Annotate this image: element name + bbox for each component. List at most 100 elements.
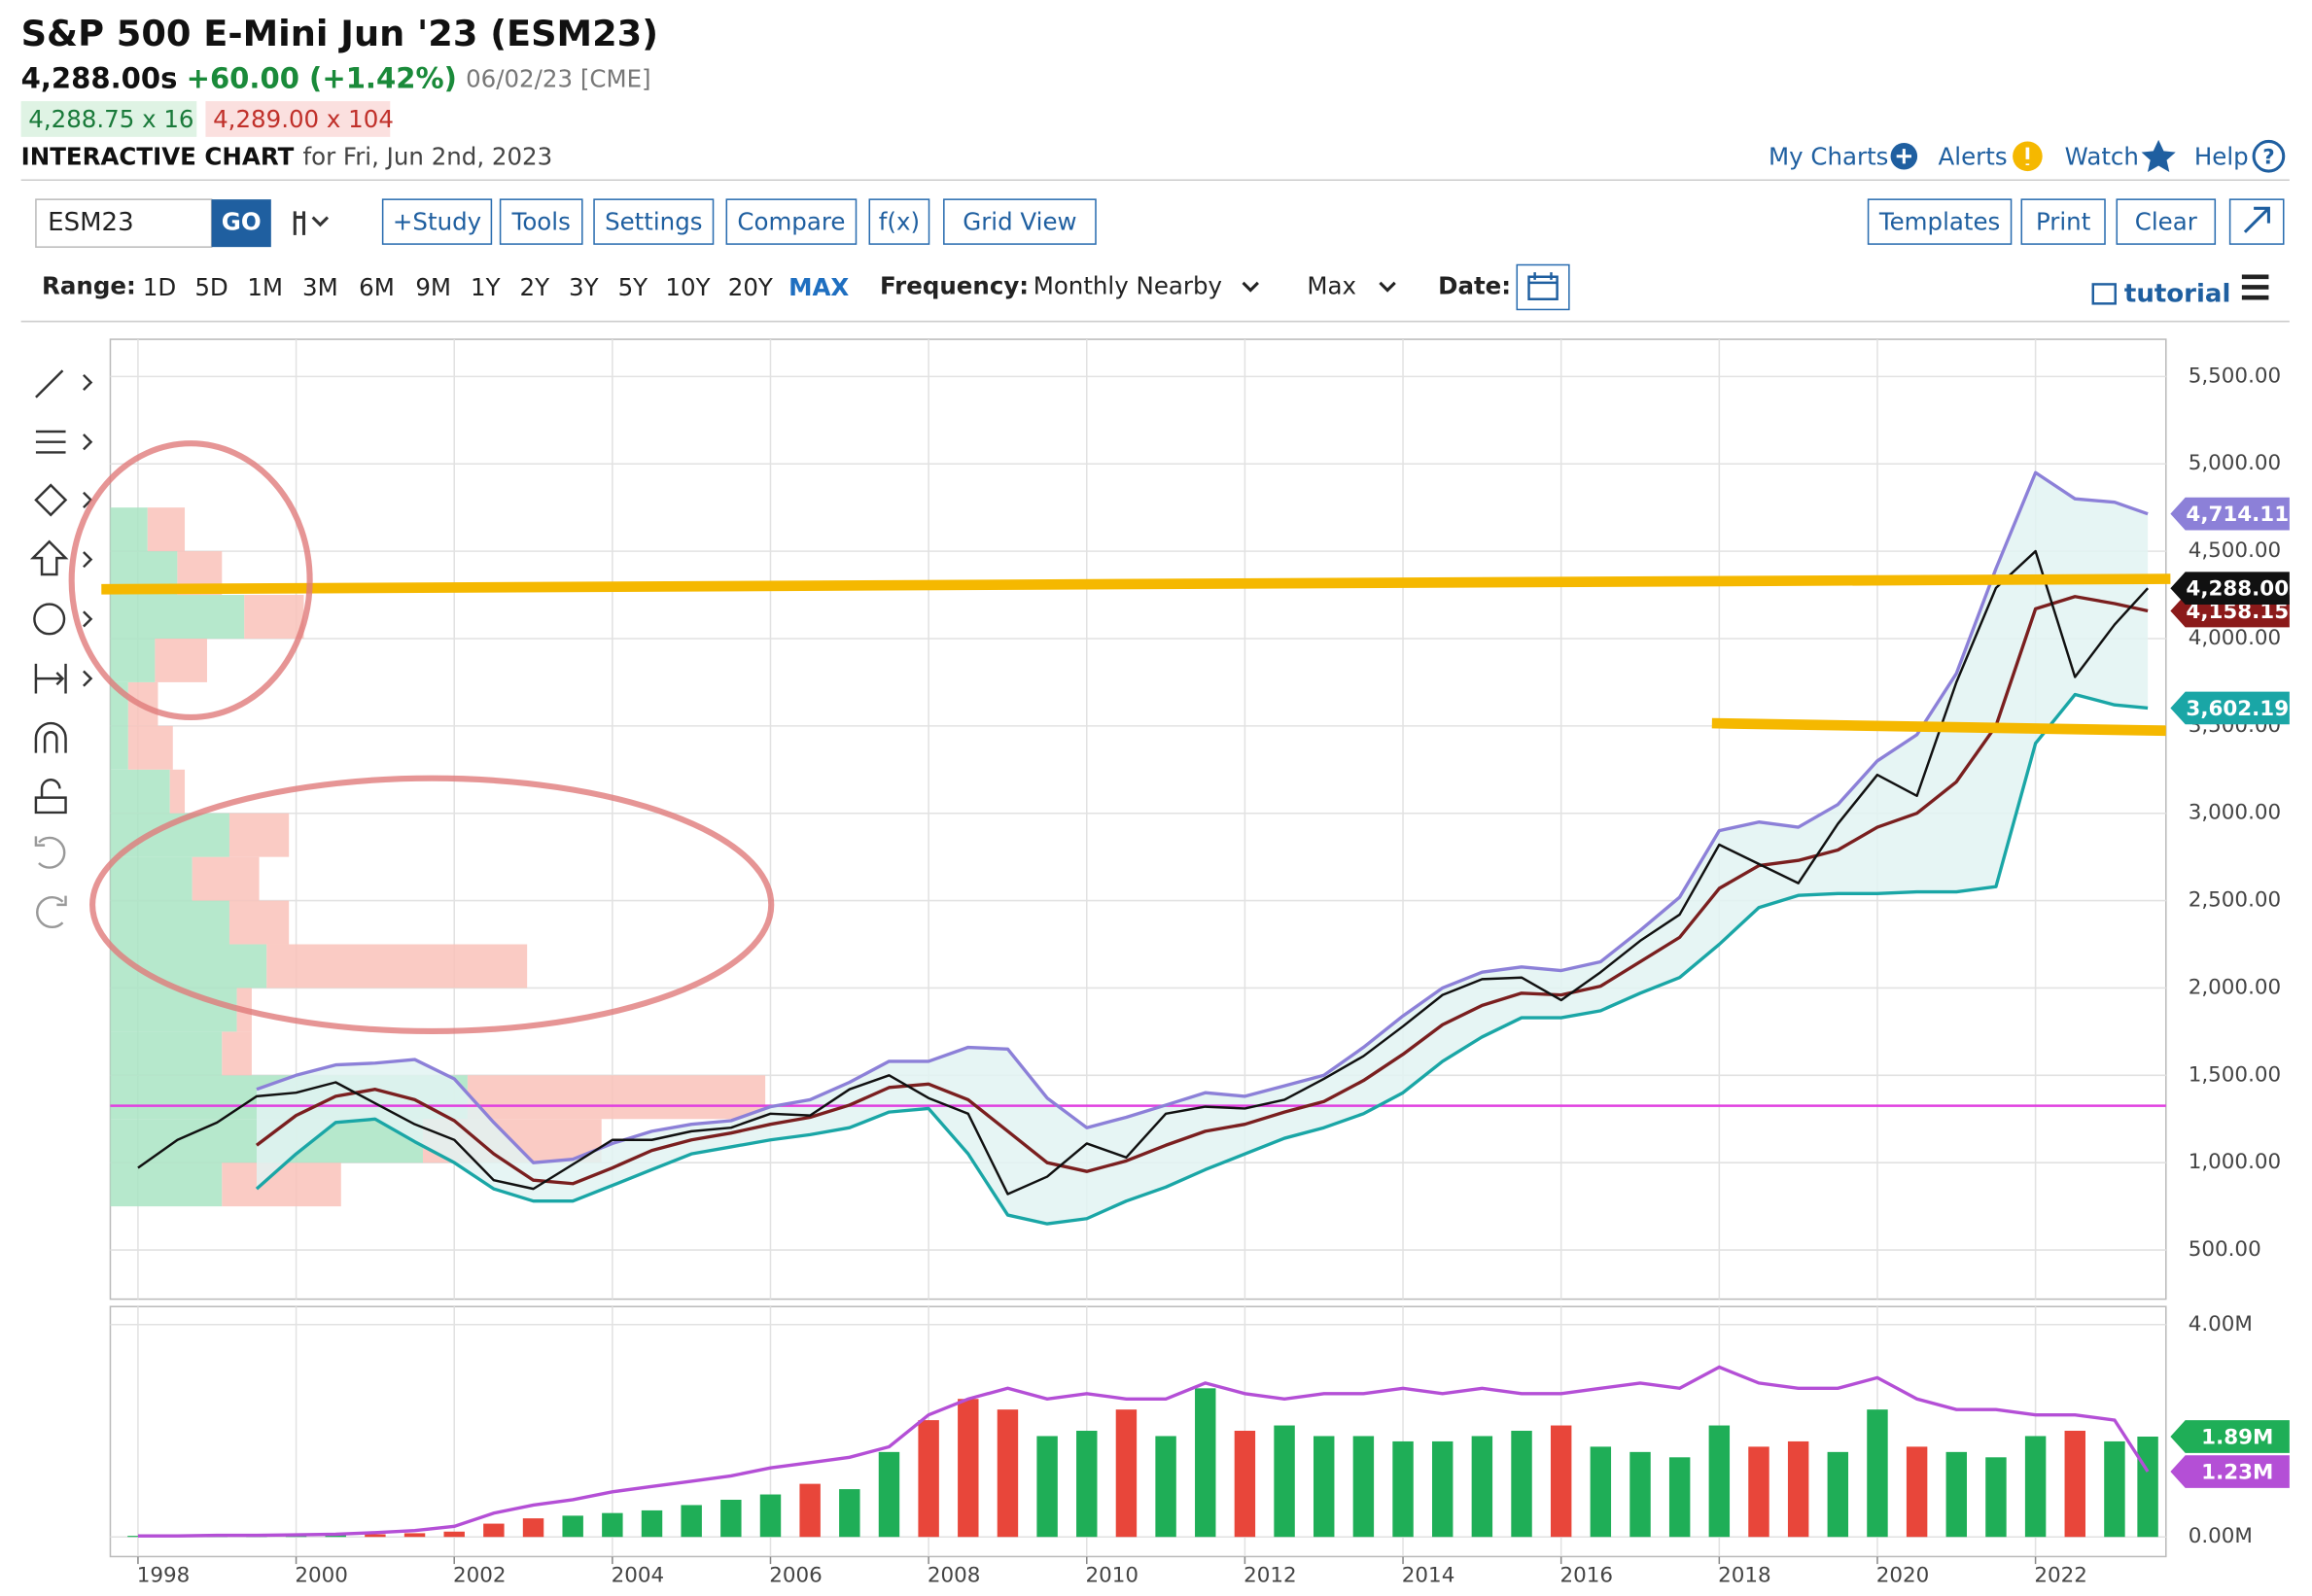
calendar-icon [1527, 272, 1559, 300]
ask: 4,289.00 x 104 [213, 105, 394, 133]
range-option[interactable]: 5Y [618, 273, 648, 301]
user-circle[interactable] [68, 440, 313, 721]
text-tool[interactable] [33, 603, 66, 636]
nav-link[interactable]: Alerts [1939, 142, 2008, 170]
drawing-tools [29, 369, 93, 929]
nav-link[interactable]: Help [2194, 142, 2249, 170]
range-option[interactable]: MAX [788, 273, 849, 301]
range-option[interactable]: 10Y [665, 273, 710, 301]
volume-bar [641, 1509, 663, 1538]
fib-tool[interactable] [35, 430, 93, 454]
volume-bar [1155, 1436, 1176, 1538]
range-option[interactable]: 5D [194, 273, 228, 301]
y-tick-label: 5,500.00 [2189, 364, 2281, 388]
menu-icon[interactable] [2241, 274, 2269, 300]
toolbar-button[interactable] [381, 198, 493, 245]
x-tick-label: 2006 [769, 1563, 823, 1587]
volume-profile-buy [110, 1031, 223, 1076]
volume-profile-sell [127, 725, 173, 770]
y-tick-label: 4.00M [2189, 1312, 2253, 1336]
range-option[interactable]: 2Y [520, 273, 550, 301]
y-tick-label: 2,000.00 [2189, 975, 2281, 999]
toolbar-button[interactable] [2116, 198, 2217, 245]
lock-tool[interactable] [34, 779, 67, 815]
go-button[interactable] [211, 199, 271, 248]
volume-bar [365, 1534, 386, 1538]
magnet-tool[interactable] [34, 721, 67, 753]
redo-tool[interactable] [36, 895, 67, 929]
x-tick-label: 2022 [2034, 1563, 2087, 1587]
volume-profile-buy [110, 1162, 223, 1207]
volume-bar [1195, 1388, 1216, 1538]
tutorial[interactable]: tutorial [2124, 280, 2231, 309]
range-option[interactable]: 1M [247, 273, 283, 301]
range-option[interactable]: 3Y [569, 273, 599, 301]
toolbar-button[interactable] [2020, 198, 2106, 245]
user-trendline[interactable] [1711, 717, 2166, 737]
volume-bar [1471, 1436, 1493, 1538]
volume-bar [1708, 1425, 1731, 1538]
volume-profile-buy [110, 725, 128, 770]
tutorial-icon [2091, 283, 2117, 305]
range-option[interactable]: 1Y [471, 273, 501, 301]
volume-bar [1787, 1440, 1809, 1538]
arrow-tool[interactable] [29, 539, 93, 576]
user-circle[interactable] [89, 775, 775, 1035]
volume-profile-sell [155, 638, 207, 682]
volume-bar [918, 1420, 939, 1538]
quote-date: 06/02/23 [CME] [466, 65, 651, 93]
volume-bar [720, 1499, 742, 1538]
symbol: ESM23 [48, 208, 134, 237]
volume-bar [1945, 1451, 1968, 1538]
period[interactable]: Max [1307, 271, 1356, 299]
range-options: 1D 5D 1M 3M 6M 9M 1Y 2Y 3Y 5Y 10Y 20Y MAX [143, 273, 850, 301]
band-fill [256, 472, 2149, 1225]
ask-box [205, 101, 391, 137]
volume-bar [1629, 1451, 1651, 1538]
price-badge [2170, 572, 2290, 606]
volume-bar [2137, 1437, 2158, 1538]
volume-profile-sell [266, 944, 528, 989]
y-tick-label: 2,500.00 [2189, 888, 2281, 913]
volume-bar [1867, 1409, 1888, 1538]
toolbar: +Study Tools Settings Compare f(x) Grid View T… [381, 198, 2217, 245]
help-icon[interactable] [2252, 139, 2286, 173]
range-option[interactable]: 1D [143, 273, 176, 301]
badge-label: 1.23M [2201, 1461, 2273, 1485]
toolbar-button-label: Tools [511, 208, 571, 236]
frequency-value[interactable]: Monthly Nearby [1033, 271, 1222, 299]
watch-icon[interactable] [2141, 139, 2176, 172]
chart-type-icon[interactable] [293, 211, 330, 235]
frequency-label: Frequency: [880, 271, 1029, 299]
x-tick-label: 2014 [1402, 1563, 1455, 1587]
toolbar-button-label: +Study [393, 208, 481, 236]
line-tool[interactable] [35, 369, 93, 399]
measure-tool[interactable] [34, 663, 93, 694]
toolbar-button-label: Print [2036, 208, 2091, 236]
y-tick-label: 4,500.00 [2189, 538, 2281, 563]
expand-icon [2243, 206, 2270, 233]
volume-bar [799, 1483, 821, 1538]
toolbar-button[interactable] [499, 198, 583, 245]
x-tick-label: 2004 [612, 1563, 665, 1587]
date-picker[interactable] [1516, 263, 1570, 311]
y-tick-label: 1,000.00 [2189, 1150, 2281, 1174]
toolbar-button[interactable] [1867, 198, 2013, 245]
range-option[interactable]: 20Y [728, 273, 773, 301]
undo-tool[interactable] [34, 836, 66, 869]
range-option[interactable]: 9M [415, 273, 451, 301]
toolbar-button[interactable] [943, 198, 1097, 245]
toolbar-button[interactable] [725, 198, 858, 245]
price-change: +60.00 (+1.42%) [187, 62, 457, 95]
volume-profile-buy [110, 638, 156, 682]
toolbar-button[interactable] [868, 198, 930, 245]
nav-link[interactable]: Watch [2065, 142, 2139, 170]
nav-link[interactable]: My Charts [1769, 142, 1888, 170]
user-trendline[interactable] [101, 573, 2171, 595]
toolbar-button[interactable] [593, 198, 715, 245]
y-tick-label: 3,000.00 [2189, 801, 2281, 825]
range-option[interactable]: 3M [302, 273, 338, 301]
x-tick-label: 2008 [928, 1563, 981, 1587]
range-option[interactable]: 6M [359, 273, 395, 301]
